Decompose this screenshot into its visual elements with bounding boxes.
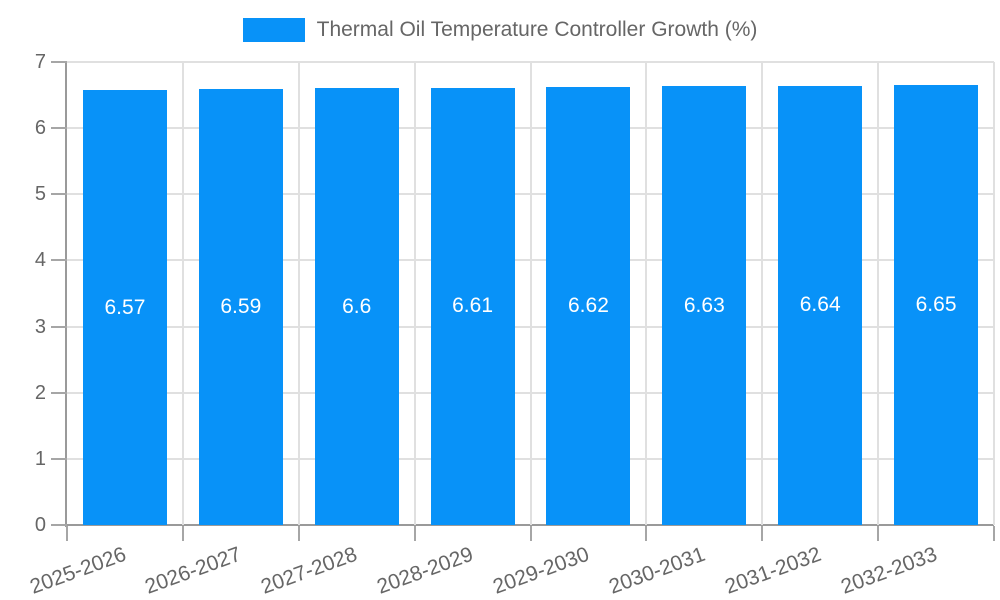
- x-axis-tick: [877, 526, 880, 541]
- bar[interactable]: 6.62: [546, 87, 631, 525]
- bar[interactable]: 6.59: [198, 89, 283, 525]
- x-axis-tick: [993, 526, 995, 541]
- y-axis-tick: [51, 457, 67, 460]
- gridline-vertical: [529, 62, 532, 525]
- legend-swatch: [242, 18, 305, 42]
- x-axis-tick: [529, 526, 532, 541]
- y-axis-tick-label: 0: [34, 514, 46, 536]
- x-axis-category-label: 2030-2031: [605, 542, 709, 599]
- y-axis-tick-label: 1: [34, 447, 46, 470]
- gridline-vertical: [413, 62, 416, 525]
- y-axis-tick-label: 5: [34, 183, 46, 206]
- bar[interactable]: 6.6: [314, 88, 399, 525]
- y-axis-tick-label: 6: [34, 117, 46, 140]
- y-axis-tick: [51, 259, 67, 262]
- x-axis-tick: [66, 526, 68, 541]
- bar[interactable]: 6.57: [82, 90, 167, 525]
- legend-label: Thermal Oil Temperature Controller Growt…: [316, 18, 758, 41]
- plot-area: 6.57 6.59 6.6 6.61 6.62 6.63 6.64 6.65: [67, 61, 995, 525]
- bar-value-label: 6.64: [799, 293, 841, 317]
- x-axis-category-label: 2025-2026: [26, 542, 129, 599]
- y-axis-tick: [51, 127, 67, 130]
- chart-legend[interactable]: Thermal Oil Temperature Controller Growt…: [0, 16, 1000, 44]
- x-axis-category-label: 2032-2033: [837, 542, 940, 599]
- x-axis-category-label: 2027-2028: [258, 542, 361, 599]
- y-axis-tick: [51, 524, 67, 526]
- y-axis-line: [65, 62, 67, 527]
- gridline-vertical: [993, 62, 995, 525]
- x-axis-category-label: 2026-2027: [142, 542, 245, 599]
- bar-value-label: 6.63: [683, 293, 725, 317]
- bar-value-label: 6.65: [915, 293, 957, 317]
- x-axis-line: [65, 524, 994, 526]
- bar[interactable]: 6.63: [662, 86, 747, 525]
- gridline-vertical: [761, 62, 764, 525]
- bar-value-label: 6.61: [452, 294, 493, 318]
- y-axis-tick: [51, 325, 67, 328]
- gridline-vertical: [297, 62, 300, 525]
- y-axis-tick: [51, 61, 67, 63]
- bar-value-label: 6.62: [568, 294, 609, 318]
- x-axis-tick: [413, 526, 416, 541]
- y-axis-tick-label: 7: [34, 51, 46, 73]
- gridline-vertical: [645, 62, 648, 525]
- bar[interactable]: 6.61: [430, 87, 515, 525]
- gridline-vertical: [877, 62, 880, 525]
- x-axis-tick: [297, 526, 300, 541]
- bar-value-label: 6.6: [342, 294, 372, 318]
- x-axis-category-label: 2029-2030: [489, 542, 593, 599]
- y-axis-tick: [51, 193, 67, 196]
- x-axis-category-label: 2028-2029: [374, 542, 477, 599]
- x-axis-tick: [645, 526, 648, 541]
- gridline-vertical: [181, 62, 184, 525]
- bar-value-label: 6.57: [104, 295, 146, 319]
- x-axis-category-label: 2031-2032: [721, 542, 824, 599]
- y-axis-tick-label: 3: [34, 315, 46, 338]
- bar[interactable]: 6.65: [894, 85, 979, 525]
- y-axis-tick-label: 2: [34, 381, 46, 404]
- y-axis-tick-label: 4: [34, 249, 46, 272]
- x-axis-tick: [181, 526, 184, 541]
- bar[interactable]: 6.64: [778, 85, 863, 525]
- y-axis-tick: [51, 391, 67, 394]
- bar-value-label: 6.59: [220, 295, 262, 319]
- x-axis-tick: [761, 526, 764, 541]
